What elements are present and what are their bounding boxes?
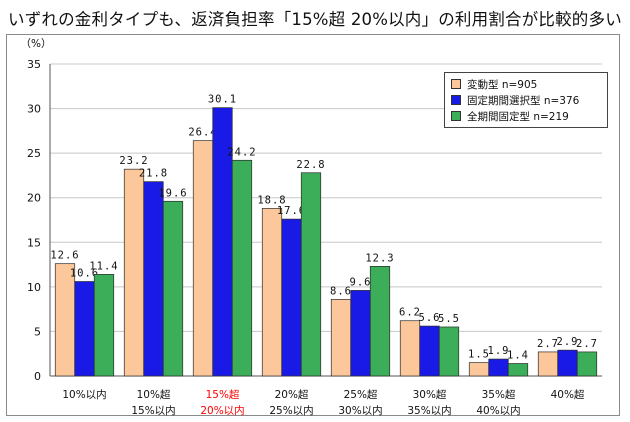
bar — [123, 168, 145, 377]
bar — [93, 274, 115, 377]
legend: 変動型 n=905 固定期間選択型 n=376 全期間固定型 n=219 — [444, 72, 608, 128]
y-tick-label: 5 — [34, 325, 41, 338]
data-label: 2.7 — [576, 338, 598, 350]
data-label: 12.3 — [365, 252, 394, 264]
data-label: 10.6 — [70, 268, 99, 280]
data-label: 5.6 — [419, 312, 441, 324]
bar — [507, 363, 529, 377]
x-tick-label: 25%超 — [344, 388, 378, 401]
bar — [468, 362, 490, 377]
y-tick-label: 10 — [27, 281, 41, 294]
x-tick-label: 20%超 — [275, 388, 309, 401]
x-tick-label: 25%以内 — [269, 404, 313, 417]
data-label: 19.6 — [158, 187, 187, 199]
data-label: 2.7 — [537, 338, 559, 350]
x-tick-label: 20%以内 — [200, 404, 244, 417]
chart-title: いずれの金利タイプも、返済負担率「15%超 20%以内」の利用割合が比較的多い — [8, 10, 622, 29]
bar — [419, 325, 440, 377]
bar — [192, 140, 214, 377]
x-tick-label: 40%超 — [551, 388, 585, 401]
y-tick-label: 35 — [27, 58, 41, 71]
legend-item-full-fixed: 全期間固定型 n=219 — [451, 108, 601, 124]
bar — [330, 298, 352, 377]
data-label: 24.2 — [227, 146, 256, 158]
legend-label-full-fixed: 全期間固定型 n=219 — [467, 110, 569, 123]
data-label: 11.4 — [89, 260, 118, 272]
y-tick-label: 15 — [27, 236, 41, 249]
x-tick-label: 30%以内 — [338, 404, 382, 417]
data-label: 2.9 — [557, 336, 579, 348]
data-label: 5.5 — [438, 313, 460, 325]
bar — [576, 351, 598, 377]
y-tick-label: 20 — [27, 192, 41, 205]
bar — [54, 263, 76, 377]
x-tick-label: 35%以内 — [407, 404, 451, 417]
data-label: 26.4 — [188, 127, 217, 139]
bar — [350, 290, 371, 377]
y-axis-label: （%） — [21, 38, 52, 50]
data-label: 1.9 — [488, 345, 510, 357]
bar — [261, 208, 283, 377]
data-label: 12.6 — [50, 250, 79, 262]
x-tick-label: 35%超 — [482, 388, 516, 401]
bar — [231, 159, 253, 377]
x-tick-label: 15%超 — [206, 388, 240, 401]
x-tick-label: 10%以内 — [62, 388, 106, 401]
data-label: 23.2 — [119, 155, 148, 167]
legend-label-fixed-period: 固定期間選択型 n=376 — [467, 94, 580, 107]
legend-swatch-fixed-period — [451, 95, 461, 105]
data-label: 17.6 — [277, 205, 306, 217]
legend-label-variable: 変動型 n=905 — [467, 78, 538, 91]
y-tick-label: 0 — [34, 370, 41, 383]
data-label: 1.5 — [468, 349, 490, 361]
x-tick-label: 10%超 — [137, 388, 171, 401]
bar — [557, 349, 578, 377]
bar — [281, 218, 302, 377]
bar — [537, 351, 559, 377]
data-label: 30.1 — [208, 94, 237, 106]
data-label: 8.6 — [330, 285, 352, 297]
y-tick-label: 25 — [27, 147, 41, 160]
legend-swatch-variable — [451, 79, 461, 89]
bar — [162, 200, 184, 377]
bar — [74, 281, 95, 377]
x-tick-label: 15%以内 — [131, 404, 175, 417]
bar — [369, 266, 391, 377]
bar — [488, 358, 509, 377]
bar — [399, 320, 421, 377]
data-label: 6.2 — [399, 307, 421, 319]
legend-item-fixed-period: 固定期間選択型 n=376 — [451, 92, 601, 108]
bar — [143, 181, 164, 377]
data-label: 21.8 — [139, 168, 168, 180]
y-tick-label: 30 — [27, 103, 41, 116]
data-label: 9.6 — [350, 276, 372, 288]
legend-item-variable: 変動型 n=905 — [451, 76, 601, 92]
x-tick-label: 40%以内 — [476, 404, 520, 417]
data-label: 18.8 — [257, 194, 286, 206]
data-label: 22.8 — [296, 159, 325, 171]
bar — [300, 172, 322, 377]
data-label: 1.4 — [507, 350, 529, 362]
legend-swatch-full-fixed — [451, 111, 461, 121]
x-tick-label: 30%超 — [413, 388, 447, 401]
bar — [438, 326, 460, 377]
